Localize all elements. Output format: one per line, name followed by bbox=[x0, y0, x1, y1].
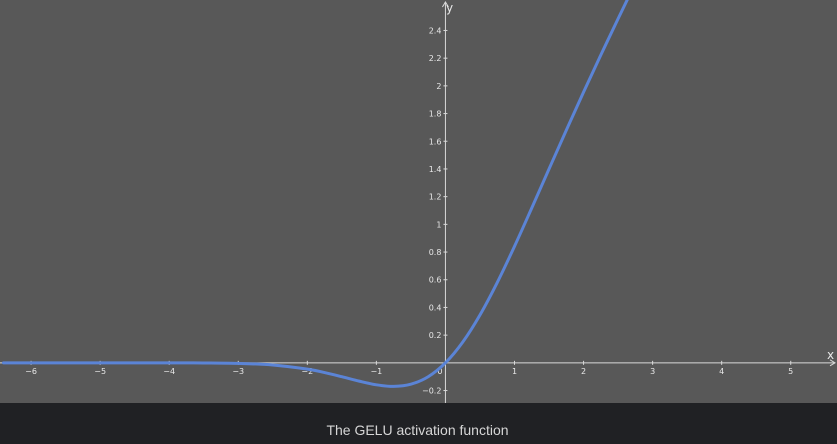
x-tick-label: −3 bbox=[232, 367, 244, 376]
axes bbox=[0, 1, 836, 403]
plot-area: −6 −5 −4 −3 −2 −1 1 2 3 4 5 0 −0.2 0.2 0.4 0.6 0.8 1 1.2 1.… bbox=[0, 0, 837, 403]
x-tick-label: −1 bbox=[370, 367, 382, 376]
x-axis-arrow bbox=[829, 359, 836, 367]
y-tick-label: 2.2 bbox=[429, 54, 442, 63]
x-tick-label: −2 bbox=[301, 367, 313, 376]
y-tick-label: 1.2 bbox=[429, 193, 442, 202]
x-tick-label: 3 bbox=[650, 367, 655, 376]
origin-label: 0 bbox=[437, 367, 442, 376]
x-tick-label: −4 bbox=[163, 367, 175, 376]
y-tick-label: 2.4 bbox=[429, 26, 442, 35]
gelu-chart: −6 −5 −4 −3 −2 −1 1 2 3 4 5 0 −0.2 0.2 0.4 0.6 0.8 1 1.2 1.… bbox=[0, 0, 836, 403]
caption-bar: The GELU activation function bbox=[0, 403, 837, 444]
y-tick-label: 1.4 bbox=[429, 165, 442, 174]
figure-caption: The GELU activation function bbox=[326, 421, 509, 438]
x-tick-label: −6 bbox=[25, 367, 37, 376]
x-tick-label: 5 bbox=[788, 367, 793, 376]
y-tick-label: 1.8 bbox=[429, 110, 442, 119]
y-axis-label: y bbox=[446, 1, 453, 15]
y-tick-label: 1.6 bbox=[429, 137, 442, 146]
y-tick-label: 0.8 bbox=[429, 248, 442, 257]
ticks: −6 −5 −4 −3 −2 −1 1 2 3 4 5 0 −0.2 0.2 0.4 0.6 0.8 1 1.2 1.… bbox=[25, 26, 793, 395]
gelu-curve bbox=[1, 0, 629, 388]
y-axis-arrow bbox=[442, 1, 449, 8]
y-tick-label: 0.2 bbox=[429, 331, 442, 340]
y-tick-label: −0.2 bbox=[422, 387, 441, 396]
x-tick-label: 2 bbox=[581, 367, 586, 376]
y-tick-label: 2 bbox=[436, 82, 441, 91]
x-tick-label: 1 bbox=[512, 367, 517, 376]
x-tick-label: 4 bbox=[719, 367, 724, 376]
x-tick-label: −5 bbox=[94, 367, 106, 376]
y-tick-label: 1 bbox=[436, 220, 441, 229]
x-axis-label: x bbox=[827, 348, 834, 362]
y-tick-label: 0.4 bbox=[429, 303, 442, 312]
y-tick-label: 0.6 bbox=[429, 276, 442, 285]
